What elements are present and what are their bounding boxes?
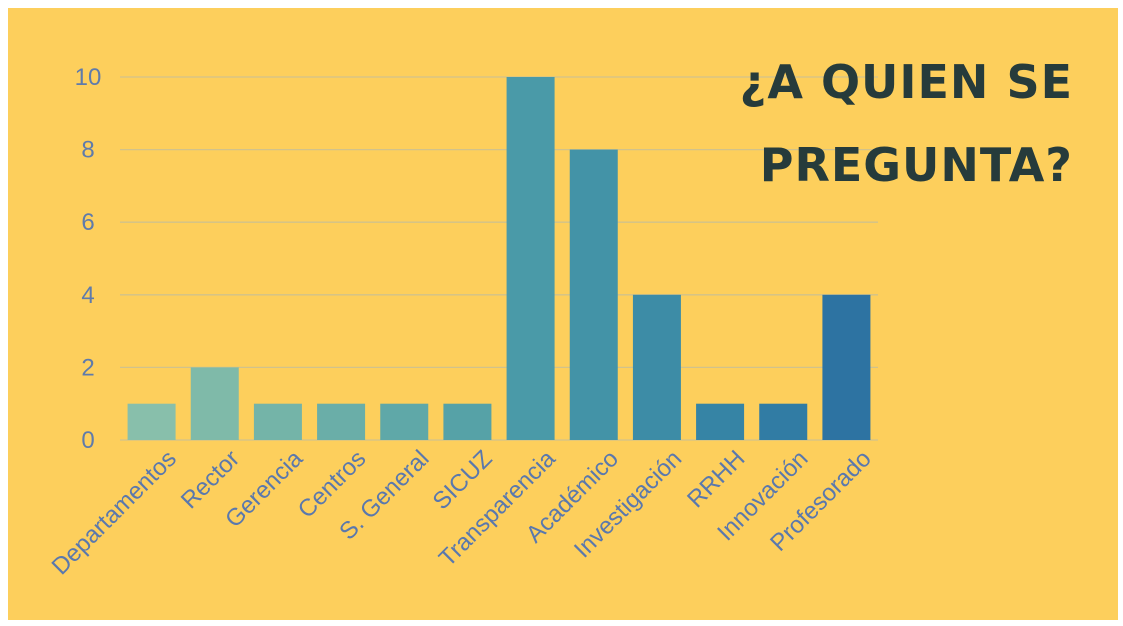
- y-axis-ticks: 0 2 4 6 8 10: [75, 64, 102, 454]
- bar-4: [380, 403, 429, 440]
- chart-title: ¿A QUIEN SE PREGUNTA?: [740, 55, 1073, 192]
- bar-0: [127, 403, 176, 440]
- bar-6: [506, 77, 555, 440]
- y-tick-label: 4: [81, 282, 94, 309]
- gridlines: [120, 76, 878, 441]
- bar-2: [253, 403, 302, 440]
- chart-card: 0 2 4 6 8 10 Departamentos Rector Gerencia Centr…: [8, 8, 1118, 620]
- y-tick-label: 2: [81, 354, 94, 381]
- bar-10: [759, 403, 808, 440]
- bar-8: [632, 294, 681, 440]
- bars: [127, 77, 871, 440]
- y-tick-label: 8: [81, 137, 94, 164]
- bar-11: [822, 294, 871, 440]
- bar-9: [696, 403, 745, 440]
- x-category-label: Departamentos: [47, 445, 182, 580]
- chart-title-line-1: ¿A QUIEN SE: [740, 55, 1073, 109]
- bar-3: [317, 403, 366, 440]
- bar-chart: 0 2 4 6 8 10 DepartamentosRectorGerenciaCentr…: [47, 55, 1073, 581]
- y-tick-label: 0: [81, 427, 94, 454]
- bar-7: [569, 149, 618, 440]
- bar-5: [443, 403, 492, 440]
- y-tick-label: 6: [81, 209, 94, 236]
- y-tick-label: 10: [75, 64, 102, 91]
- bar-1: [190, 367, 239, 440]
- chart-title-line-2: PREGUNTA?: [760, 138, 1073, 192]
